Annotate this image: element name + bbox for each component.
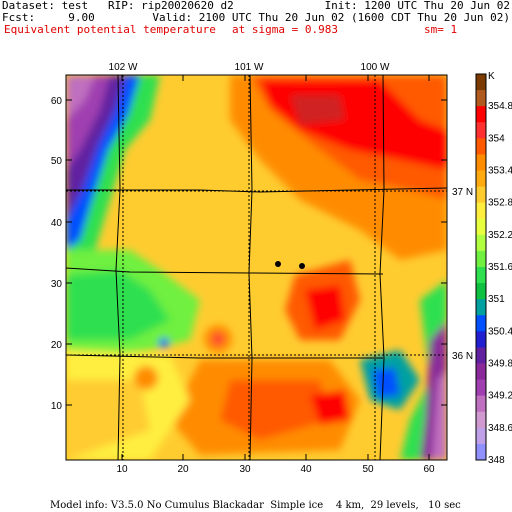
colorbar-swatch	[476, 283, 486, 300]
station-marker	[275, 261, 281, 267]
colorbar-swatch	[476, 218, 486, 236]
x-tick-label: 20	[177, 464, 189, 475]
colorbar-label: 352.8	[488, 198, 512, 209]
colorbar-label: 351	[488, 294, 505, 305]
colorbar-swatch	[476, 299, 486, 316]
y-tick-label: 30	[51, 279, 63, 290]
x-tick-label: 50	[362, 464, 374, 475]
colorbar-frame	[475, 73, 487, 461]
colorbar-swatch	[476, 379, 486, 397]
x-tick-label: 60	[423, 464, 435, 475]
header-line2-left: Fcst: 9.00	[2, 11, 95, 24]
header-line1-right: Init: 1200 UTC Thu 20 Jun 02	[324, 0, 510, 12]
colorbar-label: 351.6	[488, 262, 512, 273]
colorbar-swatch	[476, 170, 486, 188]
colorbar-swatch	[476, 411, 486, 429]
colorbar-swatch	[476, 347, 486, 364]
colorbar-swatch	[476, 331, 486, 348]
colorbar-label: 354	[488, 133, 505, 144]
header-line2-right: Valid: 2100 UTC Thu 20 Jun 02 (1600 CDT …	[152, 11, 510, 24]
station-marker	[299, 263, 305, 269]
colorbar-swatch	[476, 315, 486, 332]
y-tick-label: 10	[51, 401, 63, 412]
y-tick-label: 20	[51, 340, 63, 351]
colorbar-label: 348.6	[488, 423, 512, 434]
header-line1-left: Dataset: test RIP: rip20020620 d2	[2, 0, 234, 12]
colorbar-swatch	[476, 154, 486, 171]
smoothing-label: sm= 1	[424, 23, 458, 36]
colorbar-swatch	[476, 106, 486, 123]
y-tick-label: 40	[51, 218, 63, 229]
model-info: Model info: V3.5.0 No Cumulus Blackadar …	[50, 500, 461, 511]
colorbar-labels: 354.8 354 353.4 352.8 352.2 351.6 351 350.4 349.…	[488, 101, 512, 466]
plot-frame	[65, 74, 448, 461]
colorbar-label: 354.8	[488, 101, 512, 112]
colorbar-swatch	[476, 443, 486, 461]
contour-fill	[66, 75, 447, 460]
colorbar-swatch	[476, 267, 486, 284]
field-name: Equivalent potential temperature	[4, 23, 216, 36]
y-tick-label: 50	[51, 156, 63, 167]
colorbar-label: 348	[488, 455, 505, 466]
longitude-label: 101 W	[235, 62, 264, 73]
colorbar-swatch	[476, 122, 486, 139]
colorbar	[475, 73, 487, 461]
colorbar-swatch	[476, 234, 486, 252]
colorbar-swatch	[476, 90, 486, 107]
x-tick-label: 30	[239, 464, 251, 475]
colorbar-swatch	[476, 363, 486, 381]
field-level: at sigma = 0.983	[232, 23, 338, 36]
colorbar-label: 349.2	[488, 391, 512, 402]
colorbar-label: 353.4	[488, 166, 512, 177]
longitude-label: 102 W	[109, 62, 138, 73]
longitude-label: 100 W	[361, 62, 390, 73]
colorbar-swatch	[476, 138, 486, 155]
x-tick-label: 40	[300, 464, 312, 475]
colorbar-swatch	[476, 395, 486, 413]
colorbar-label: 352.2	[488, 230, 512, 241]
colorbar-label: 350.4	[488, 326, 512, 337]
colorbar-swatch	[476, 202, 486, 220]
latitude-label: 37 N	[452, 187, 473, 198]
colorbar-label: 349.8	[488, 359, 512, 370]
x-axis-ticks	[121, 75, 430, 460]
colorbar-swatch	[476, 250, 486, 268]
x-tick-label: 10	[116, 464, 128, 475]
y-axis-ticks	[66, 99, 447, 406]
lat-lon-grid	[66, 75, 447, 460]
colorbar-swatch	[476, 427, 486, 445]
colorbar-swatch	[476, 186, 486, 204]
colorbar-swatch	[476, 74, 486, 91]
latitude-label: 36 N	[452, 351, 473, 362]
colorbar-unit: K	[488, 71, 495, 82]
y-tick-label: 60	[51, 96, 63, 107]
